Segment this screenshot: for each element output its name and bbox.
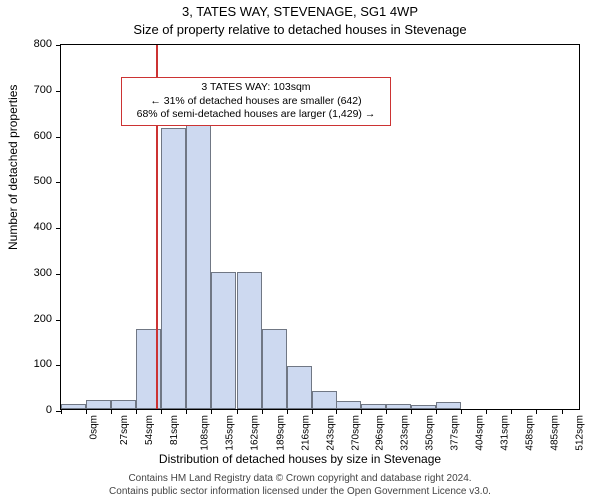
histogram-bar (312, 391, 337, 409)
y-tick-label: 400 (0, 221, 52, 233)
x-tick-mark (237, 409, 238, 414)
x-tick-label: 323sqm (400, 415, 411, 451)
x-tick-label: 485sqm (550, 415, 561, 451)
y-tick-mark (56, 45, 61, 46)
histogram-bar (361, 404, 386, 409)
x-tick-label: 270sqm (350, 415, 361, 451)
x-tick-mark (211, 409, 212, 414)
y-tick-mark (56, 228, 61, 229)
y-tick-label: 800 (0, 38, 52, 50)
x-tick-mark (361, 409, 362, 414)
x-tick-mark (411, 409, 412, 414)
y-tick-mark (56, 137, 61, 138)
x-tick-mark (486, 409, 487, 414)
y-tick-label: 600 (0, 130, 52, 142)
chart-title: 3, TATES WAY, STEVENAGE, SG1 4WP (0, 4, 600, 19)
x-tick-label: 27sqm (119, 415, 130, 445)
y-tick-mark (56, 182, 61, 183)
x-tick-mark (536, 409, 537, 414)
histogram-bar (436, 402, 461, 409)
x-tick-label: 162sqm (250, 415, 261, 451)
x-tick-mark (336, 409, 337, 414)
x-tick-mark (111, 409, 112, 414)
annotation-box: 3 TATES WAY: 103sqm← 31% of detached hou… (121, 77, 390, 126)
y-tick-mark (56, 365, 61, 366)
annotation-line: ← 31% of detached houses are smaller (64… (128, 95, 383, 109)
histogram-bar (86, 400, 111, 409)
y-tick-label: 300 (0, 267, 52, 279)
x-tick-mark (287, 409, 288, 414)
annotation-line: 3 TATES WAY: 103sqm (128, 81, 383, 95)
histogram-bar (336, 401, 361, 409)
x-tick-mark (262, 409, 263, 414)
x-tick-label: 108sqm (200, 415, 211, 451)
x-tick-label: 431sqm (500, 415, 511, 451)
x-tick-mark (312, 409, 313, 414)
chart-footer: Contains HM Land Registry data © Crown c… (0, 472, 600, 498)
x-tick-label: 189sqm (275, 415, 286, 451)
x-tick-mark (562, 409, 563, 414)
chart-subtitle: Size of property relative to detached ho… (0, 22, 600, 37)
x-tick-mark (161, 409, 162, 414)
plot-area: 0sqm27sqm54sqm81sqm108sqm135sqm162sqm189… (60, 44, 580, 410)
histogram-bar (287, 366, 312, 409)
x-tick-mark (461, 409, 462, 414)
x-tick-mark (86, 409, 87, 414)
x-tick-label: 54sqm (144, 415, 155, 445)
y-tick-label: 500 (0, 175, 52, 187)
histogram-bar (161, 128, 186, 409)
x-tick-label: 0sqm (88, 415, 99, 439)
x-tick-label: 512sqm (575, 415, 586, 451)
histogram-bar (186, 98, 211, 409)
histogram-bar (237, 272, 262, 409)
x-tick-label: 404sqm (475, 415, 486, 451)
footer-line-1: Contains HM Land Registry data © Crown c… (0, 472, 600, 485)
property-size-histogram: 3, TATES WAY, STEVENAGE, SG1 4WP Size of… (0, 0, 600, 500)
histogram-bar (111, 400, 136, 409)
histogram-bar (262, 329, 287, 409)
x-tick-label: 216sqm (300, 415, 311, 451)
x-tick-label: 458sqm (525, 415, 536, 451)
y-tick-label: 100 (0, 358, 52, 370)
histogram-bar (411, 405, 436, 409)
footer-line-2: Contains public sector information licen… (0, 485, 600, 498)
x-tick-mark (61, 409, 62, 414)
x-tick-label: 296sqm (374, 415, 385, 451)
x-axis-label: Distribution of detached houses by size … (0, 452, 600, 466)
y-tick-mark (56, 274, 61, 275)
x-tick-mark (511, 409, 512, 414)
histogram-bar (61, 404, 86, 409)
x-tick-label: 243sqm (325, 415, 336, 451)
x-tick-label: 377sqm (450, 415, 461, 451)
histogram-bar (386, 404, 411, 409)
x-tick-label: 81sqm (169, 415, 180, 445)
x-tick-label: 350sqm (425, 415, 436, 451)
y-tick-mark (56, 91, 61, 92)
y-tick-mark (56, 320, 61, 321)
x-tick-mark (186, 409, 187, 414)
y-tick-label: 200 (0, 313, 52, 325)
y-tick-label: 0 (0, 404, 52, 416)
x-tick-label: 135sqm (225, 415, 236, 451)
x-tick-mark (436, 409, 437, 414)
x-tick-mark (386, 409, 387, 414)
annotation-line: 68% of semi-detached houses are larger (… (128, 108, 383, 122)
x-tick-mark (136, 409, 137, 414)
y-tick-label: 700 (0, 84, 52, 96)
histogram-bar (211, 272, 236, 409)
